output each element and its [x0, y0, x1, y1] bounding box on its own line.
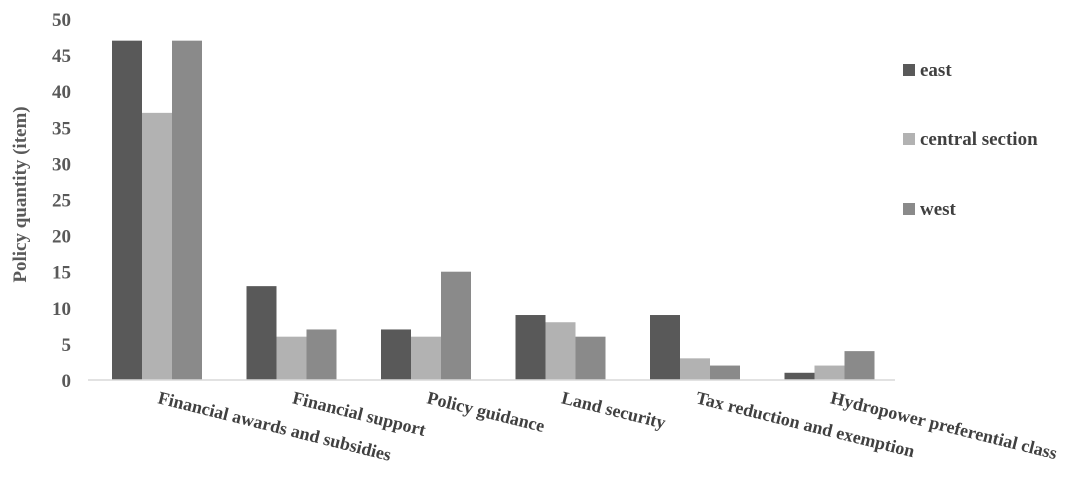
y-tick-label: 15 — [52, 263, 71, 284]
y-tick-label: 40 — [52, 82, 71, 103]
legend-swatch-west — [903, 203, 915, 215]
y-axis-title: Policy quantity (item) — [10, 106, 31, 282]
legend-label: central section — [920, 129, 1038, 150]
x-category-label: Financial awards and subsidies — [156, 387, 393, 464]
legend-swatch-east — [903, 64, 915, 76]
y-axis-ticks: 0 5 10 15 20 25 30 35 40 45 50 — [52, 10, 71, 392]
y-tick-label: 10 — [52, 299, 71, 320]
bar-central-section — [814, 365, 845, 380]
bar-central-section — [545, 322, 576, 380]
y-tick-label: 30 — [52, 154, 71, 175]
bars — [112, 40, 875, 381]
bar-east — [650, 315, 680, 380]
y-tick-label: 25 — [52, 191, 71, 212]
bar-west — [844, 351, 875, 380]
y-tick-label: 0 — [62, 371, 72, 392]
bar-central-section — [680, 358, 710, 380]
bar-east — [381, 329, 411, 380]
bar-east — [784, 372, 815, 380]
x-category-label: Land security — [560, 387, 668, 432]
bar-west — [441, 271, 471, 380]
category-labels: Financial awards and subsidiesFinancial … — [156, 387, 1059, 464]
legend: east central section west — [903, 60, 1038, 220]
x-category-label: Policy guidance — [425, 387, 547, 436]
bar-west — [172, 40, 202, 380]
y-tick-label: 45 — [52, 46, 71, 67]
x-category-label: Hydropower preferential class — [829, 387, 1060, 463]
bar-west — [306, 329, 337, 380]
bar-west — [575, 336, 606, 380]
bar-west — [710, 365, 740, 380]
bar-central-section — [411, 336, 441, 380]
y-tick-label: 35 — [52, 118, 71, 139]
bar-central-section — [276, 336, 307, 380]
bar-east — [112, 40, 142, 380]
legend-label: east — [920, 60, 952, 81]
y-tick-label: 5 — [62, 335, 72, 356]
legend-label: west — [920, 199, 957, 220]
y-tick-label: 50 — [52, 10, 71, 31]
bar-east — [515, 315, 546, 380]
y-tick-label: 20 — [52, 227, 71, 248]
bar-central-section — [142, 112, 172, 381]
bar-east — [246, 286, 277, 380]
x-category-label: Tax reduction and exemption — [694, 387, 917, 461]
legend-swatch-central-section — [903, 133, 915, 145]
